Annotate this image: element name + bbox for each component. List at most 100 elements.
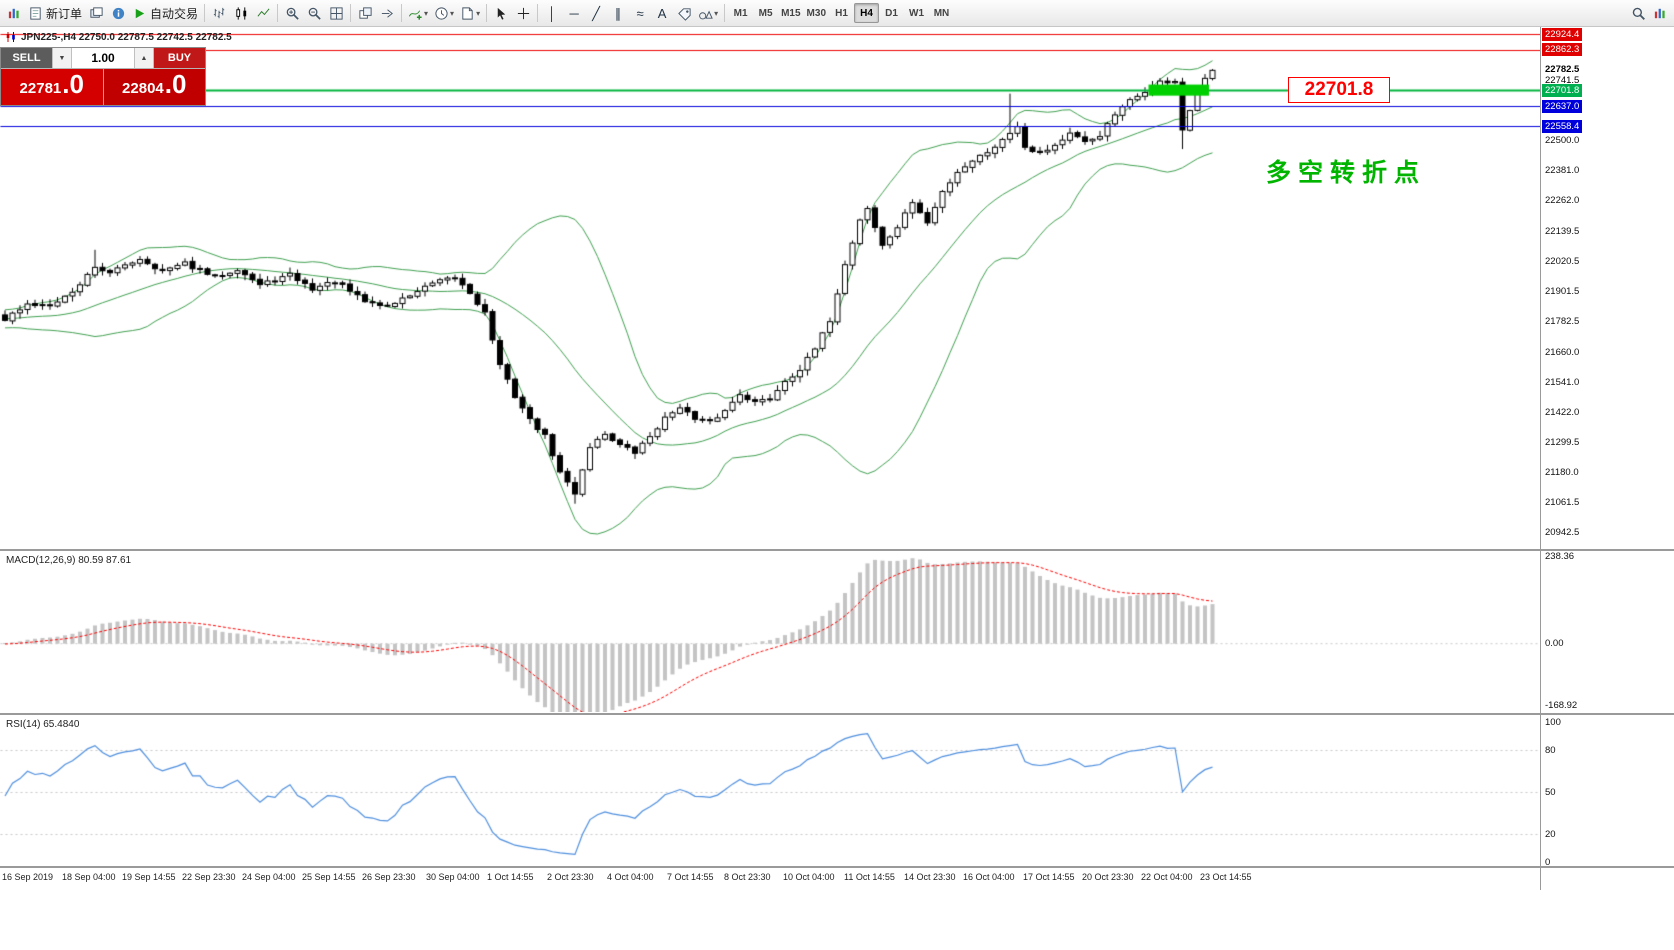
search-icon[interactable] bbox=[1627, 2, 1649, 24]
timeframe-h1-button-label: H1 bbox=[835, 7, 848, 19]
buy-price-main: 22804 bbox=[122, 80, 164, 97]
panel-separator-timeaxis bbox=[0, 866, 1674, 868]
buy-price-pips: .0 bbox=[164, 69, 187, 99]
bar-chart-icon[interactable] bbox=[208, 2, 230, 24]
templates-icon[interactable]: ▾ bbox=[457, 2, 483, 24]
templates-icon bbox=[460, 6, 475, 21]
text-icon: A bbox=[657, 5, 667, 21]
new-chart-icon[interactable] bbox=[3, 2, 25, 24]
annotation-text[interactable]: 多空转折点 bbox=[1266, 159, 1427, 187]
zoom-in-icon bbox=[285, 6, 300, 21]
sell-price-block[interactable]: 22781 .0 bbox=[1, 69, 104, 105]
vertical-line-icon: │ bbox=[548, 5, 557, 21]
auto-trading-button[interactable]: 自动交易 bbox=[129, 2, 201, 24]
periods-icon bbox=[434, 6, 449, 21]
timeframe-m15-button[interactable]: M15 bbox=[778, 3, 803, 23]
data-window-icon bbox=[111, 6, 126, 21]
chevron-down-icon: ▾ bbox=[450, 8, 455, 18]
cursor-icon[interactable] bbox=[490, 2, 512, 24]
chevron-down-icon: ▾ bbox=[476, 8, 481, 18]
equidistant-channel-icon[interactable]: ∥ bbox=[607, 2, 629, 24]
timeframe-mn-button[interactable]: MN bbox=[929, 3, 954, 23]
symbol-info-text: JPN225-,H4 22750.0 22787.5 22742.5 22782… bbox=[21, 31, 232, 43]
new-order-button[interactable]: 新订单 bbox=[25, 2, 85, 24]
shapes-dropdown-icon[interactable]: ▾ bbox=[695, 2, 721, 24]
arrow-label-icon bbox=[677, 6, 692, 21]
search-icon bbox=[1631, 6, 1646, 21]
timeframe-h4-button[interactable]: H4 bbox=[854, 3, 879, 23]
timeframe-h1-button[interactable]: H1 bbox=[829, 3, 854, 23]
toolbar-separator bbox=[537, 4, 539, 22]
new-order-button bbox=[28, 6, 43, 21]
new-chart-icon bbox=[7, 6, 22, 21]
price-callout[interactable]: 22701.8 bbox=[1288, 77, 1390, 103]
trendline-icon[interactable]: ╱ bbox=[585, 2, 607, 24]
timeframe-d1-button-label: D1 bbox=[885, 7, 898, 19]
volume-decrease-button[interactable]: ▼ bbox=[52, 48, 72, 68]
new-order-button-label: 新订单 bbox=[46, 6, 83, 21]
periods-icon[interactable]: ▾ bbox=[431, 2, 457, 24]
crosshair-icon bbox=[516, 6, 531, 21]
chart-profile-icon[interactable] bbox=[1649, 2, 1671, 24]
price-axis[interactable] bbox=[1540, 27, 1674, 866]
indicators-icon[interactable]: ▾ bbox=[405, 2, 431, 24]
horizontal-line-icon: ─ bbox=[569, 5, 579, 21]
macd-canvas[interactable] bbox=[0, 551, 1540, 712]
time-axis[interactable] bbox=[0, 868, 1674, 890]
text-icon[interactable]: A bbox=[651, 2, 673, 24]
volume-increase-button[interactable]: ▲ bbox=[134, 48, 154, 68]
toolbar: 新订单 自动交易 ▾ ▾ ▾ │ ─ ╱ ∥ ≈ A ▾ M1 M5 M15 M30 H1 H4 D1 W1 MN bbox=[0, 0, 1674, 27]
toolbar-separator bbox=[401, 4, 403, 22]
fibonacci-icon[interactable]: ≈ bbox=[629, 2, 651, 24]
toolbar-separator bbox=[204, 4, 206, 22]
sell-button[interactable]: SELL bbox=[1, 48, 52, 68]
shift-chart-icon bbox=[380, 6, 395, 21]
timeframe-m5-button[interactable]: M5 bbox=[753, 3, 778, 23]
tile-windows-icon[interactable] bbox=[325, 2, 347, 24]
volume-up-icon: ▲ bbox=[140, 54, 148, 62]
one-click-trading-panel: SELL ▼ 1.00 ▲ BUY 22781 .0 22804 .0 bbox=[0, 47, 206, 106]
data-window-icon[interactable] bbox=[107, 2, 129, 24]
timeframe-mn-button-label: MN bbox=[933, 7, 950, 19]
buy-price-block[interactable]: 22804 .0 bbox=[103, 69, 205, 105]
timeframe-w1-button-label: W1 bbox=[909, 7, 924, 19]
crosshair-icon[interactable] bbox=[512, 2, 534, 24]
tile-windows-icon bbox=[329, 6, 344, 21]
zoom-in-icon[interactable] bbox=[281, 2, 303, 24]
line-chart-icon[interactable] bbox=[252, 2, 274, 24]
price-chart-canvas[interactable] bbox=[0, 27, 1540, 548]
profiles-icon[interactable] bbox=[85, 2, 107, 24]
auto-trading-button bbox=[132, 6, 147, 21]
horizontal-line-icon[interactable]: ─ bbox=[563, 2, 585, 24]
chevron-down-icon: ▾ bbox=[714, 8, 719, 18]
line-chart-icon bbox=[256, 6, 271, 21]
chart-profile-icon bbox=[1653, 6, 1668, 21]
chevron-down-icon: ▾ bbox=[424, 8, 429, 18]
vertical-line-icon[interactable]: │ bbox=[541, 2, 563, 24]
volume-input[interactable]: 1.00 bbox=[72, 48, 134, 68]
cursor-icon bbox=[494, 6, 509, 21]
toolbar-separator bbox=[724, 4, 726, 22]
arrange-charts-icon[interactable] bbox=[354, 2, 376, 24]
arrow-label-icon[interactable] bbox=[673, 2, 695, 24]
auto-trading-button-label: 自动交易 bbox=[150, 6, 199, 21]
timeframe-m30-button[interactable]: M30 bbox=[804, 3, 829, 23]
panel-separator-rsi[interactable] bbox=[0, 713, 1674, 715]
timeframe-w1-button[interactable]: W1 bbox=[904, 3, 929, 23]
candlestick-chart-icon[interactable] bbox=[230, 2, 252, 24]
shapes-dropdown-icon bbox=[698, 6, 713, 21]
timeframe-d1-button[interactable]: D1 bbox=[879, 3, 904, 23]
candlestick-chart-icon bbox=[234, 6, 249, 21]
timeframe-h4-button-label: H4 bbox=[860, 7, 873, 19]
symbol-info: JPN225-,H4 22750.0 22787.5 22742.5 22782… bbox=[5, 31, 232, 43]
panel-separator-macd[interactable] bbox=[0, 549, 1674, 551]
shift-chart-icon[interactable] bbox=[376, 2, 398, 24]
buy-button[interactable]: BUY bbox=[154, 48, 205, 68]
zoom-out-icon[interactable] bbox=[303, 2, 325, 24]
timeframe-m1-button[interactable]: M1 bbox=[728, 3, 753, 23]
macd-label: MACD(12,26,9) 80.59 87.61 bbox=[6, 555, 132, 566]
sell-price-pips: .0 bbox=[62, 69, 84, 99]
rsi-canvas[interactable] bbox=[0, 715, 1540, 866]
timeframe-m5-button-label: M5 bbox=[758, 7, 773, 19]
indicators-icon bbox=[408, 6, 423, 21]
